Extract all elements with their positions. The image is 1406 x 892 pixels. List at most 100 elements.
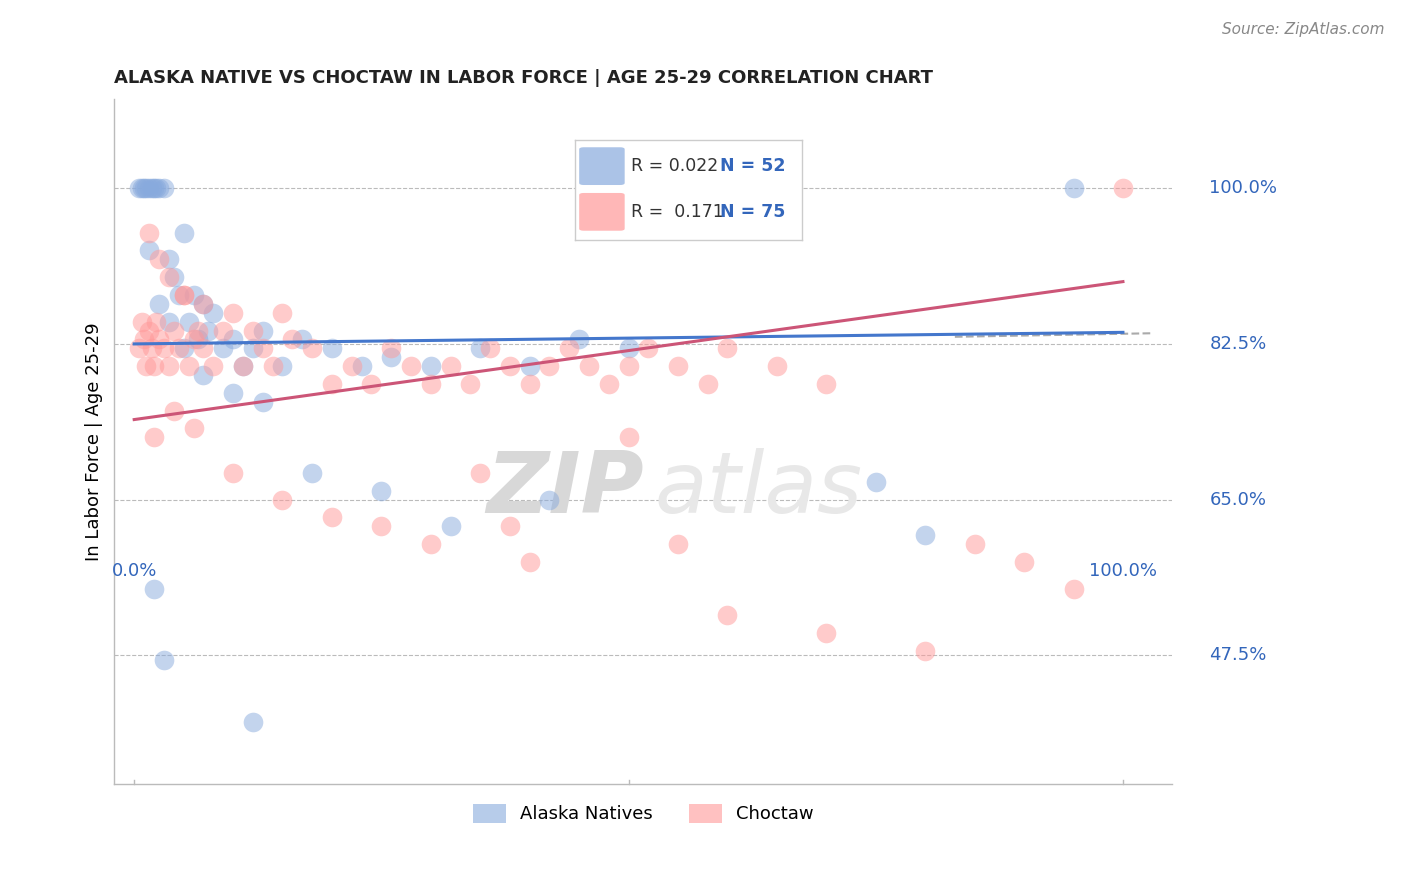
Point bbox=[499, 359, 522, 373]
Point bbox=[519, 376, 541, 391]
Text: Source: ZipAtlas.com: Source: ZipAtlas.com bbox=[1222, 22, 1385, 37]
Point bbox=[380, 351, 402, 365]
Point bbox=[271, 306, 294, 320]
Point bbox=[128, 181, 150, 195]
Point bbox=[242, 342, 264, 356]
Point bbox=[163, 403, 186, 417]
Point bbox=[143, 430, 166, 444]
Point bbox=[232, 359, 254, 373]
Point bbox=[360, 376, 382, 391]
Point bbox=[135, 181, 157, 195]
Point bbox=[439, 519, 461, 533]
Text: ZIP: ZIP bbox=[485, 449, 644, 532]
Point bbox=[173, 288, 195, 302]
Point bbox=[716, 342, 738, 356]
Point bbox=[167, 288, 190, 302]
Point bbox=[399, 359, 422, 373]
Point bbox=[187, 324, 209, 338]
Point bbox=[419, 376, 441, 391]
Point bbox=[419, 537, 441, 551]
Point bbox=[138, 226, 160, 240]
Point bbox=[538, 492, 561, 507]
Point bbox=[141, 181, 163, 195]
Point bbox=[183, 288, 205, 302]
Point bbox=[222, 466, 245, 480]
Point bbox=[163, 324, 186, 338]
Text: 100.0%: 100.0% bbox=[1209, 179, 1278, 197]
Point bbox=[350, 359, 373, 373]
Point bbox=[479, 342, 502, 356]
Point bbox=[173, 288, 195, 302]
Point bbox=[143, 181, 166, 195]
Point bbox=[177, 359, 200, 373]
Point bbox=[696, 376, 718, 391]
Point bbox=[143, 359, 166, 373]
Point bbox=[183, 333, 205, 347]
Point bbox=[666, 537, 689, 551]
Point bbox=[138, 324, 160, 338]
Point bbox=[222, 333, 245, 347]
Point bbox=[340, 359, 363, 373]
Point bbox=[766, 359, 789, 373]
Point bbox=[183, 421, 205, 435]
Point bbox=[232, 359, 254, 373]
Point bbox=[291, 333, 314, 347]
Point bbox=[914, 644, 936, 658]
Point bbox=[1063, 582, 1085, 596]
Point bbox=[193, 342, 215, 356]
Point bbox=[153, 653, 176, 667]
Point bbox=[145, 315, 167, 329]
Point bbox=[271, 359, 294, 373]
Point bbox=[370, 483, 392, 498]
Point bbox=[666, 359, 689, 373]
Point bbox=[193, 297, 215, 311]
Y-axis label: In Labor Force | Age 25-29: In Labor Force | Age 25-29 bbox=[86, 323, 103, 561]
Text: 47.5%: 47.5% bbox=[1209, 647, 1267, 665]
Point bbox=[131, 181, 153, 195]
Text: atlas: atlas bbox=[654, 449, 862, 532]
Point bbox=[163, 270, 186, 285]
Point bbox=[617, 342, 640, 356]
Point bbox=[157, 252, 180, 267]
Point bbox=[439, 359, 461, 373]
Point bbox=[815, 626, 838, 640]
Point bbox=[637, 342, 659, 356]
Point bbox=[558, 342, 581, 356]
Point bbox=[1012, 555, 1035, 569]
Point bbox=[271, 492, 294, 507]
Point bbox=[519, 555, 541, 569]
Point bbox=[252, 342, 274, 356]
Point bbox=[157, 270, 180, 285]
Text: ALASKA NATIVE VS CHOCTAW IN LABOR FORCE | AGE 25-29 CORRELATION CHART: ALASKA NATIVE VS CHOCTAW IN LABOR FORCE … bbox=[114, 69, 934, 87]
Point bbox=[598, 376, 620, 391]
Point bbox=[212, 324, 235, 338]
Point bbox=[143, 582, 166, 596]
Point bbox=[157, 359, 180, 373]
Point bbox=[370, 519, 392, 533]
Point bbox=[202, 359, 225, 373]
Point bbox=[914, 528, 936, 542]
Point bbox=[193, 368, 215, 382]
Point bbox=[138, 181, 160, 195]
Point bbox=[197, 324, 219, 338]
Point bbox=[380, 342, 402, 356]
Point bbox=[128, 342, 150, 356]
Point bbox=[153, 342, 176, 356]
Text: 100.0%: 100.0% bbox=[1088, 562, 1157, 580]
Point bbox=[963, 537, 986, 551]
Point bbox=[460, 376, 482, 391]
Point bbox=[148, 297, 170, 311]
Point bbox=[148, 333, 170, 347]
Point bbox=[145, 181, 167, 195]
Point bbox=[568, 333, 591, 347]
Point bbox=[321, 510, 343, 524]
Point bbox=[470, 342, 492, 356]
Text: 82.5%: 82.5% bbox=[1209, 334, 1267, 353]
Point bbox=[301, 466, 323, 480]
Point bbox=[202, 306, 225, 320]
Point bbox=[187, 333, 209, 347]
Point bbox=[193, 297, 215, 311]
Point bbox=[1112, 181, 1135, 195]
Point bbox=[157, 315, 180, 329]
Point bbox=[242, 715, 264, 730]
